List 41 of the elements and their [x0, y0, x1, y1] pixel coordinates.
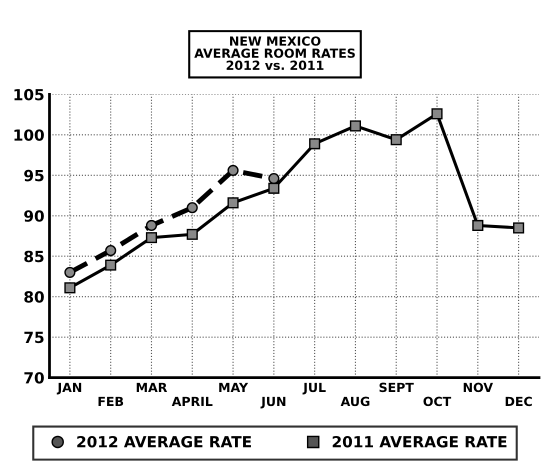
x-tick-label: JUN — [260, 396, 286, 408]
x-tick-label: DEC — [506, 396, 532, 406]
point — [105, 245, 116, 256]
x-tick-label: NOV — [464, 382, 493, 392]
point — [350, 120, 361, 132]
point — [146, 232, 158, 244]
x-tick-label: MAR — [136, 382, 168, 392]
point — [105, 260, 116, 271]
x-tick-label: JUL — [302, 382, 326, 394]
x-tick-label: FEB — [98, 396, 124, 406]
y-tick-label: 75 — [24, 332, 44, 344]
point — [268, 172, 280, 184]
point — [309, 138, 320, 150]
point — [186, 202, 198, 214]
y-tick-label: 105 — [14, 88, 44, 100]
point — [268, 182, 280, 194]
x-tick-label: MAY — [219, 382, 248, 392]
point — [64, 282, 76, 294]
chart-title: NEW MEXICO AVERAGE ROOM RATES 2012 vs. 2011 — [194, 36, 355, 70]
x-tick-label: JAN — [56, 382, 82, 394]
point — [513, 222, 524, 234]
y-tick-label: 80 — [24, 291, 44, 303]
point — [228, 164, 239, 176]
y-tick-label: 95 — [24, 170, 44, 182]
point — [64, 266, 76, 278]
x-tick-label: OCT — [423, 396, 452, 406]
point — [228, 197, 239, 208]
y-tick-label: 90 — [24, 210, 44, 222]
point — [431, 108, 443, 120]
y-tick-label: 70 — [24, 372, 44, 384]
x-tick-label: SEPT — [380, 382, 414, 392]
point — [186, 228, 198, 240]
point — [146, 220, 158, 232]
legend-label: 2012 AVERAGE RATE — [77, 436, 251, 448]
point — [472, 220, 484, 232]
x-tick-label: APRIL — [172, 396, 212, 406]
y-tick-label: 100 — [14, 129, 44, 141]
y-tick-label: 85 — [24, 250, 44, 262]
x-tick-label: AUG — [340, 396, 370, 406]
legend-label: 2011 AVERAGE RATE — [332, 436, 506, 448]
point — [390, 134, 402, 146]
